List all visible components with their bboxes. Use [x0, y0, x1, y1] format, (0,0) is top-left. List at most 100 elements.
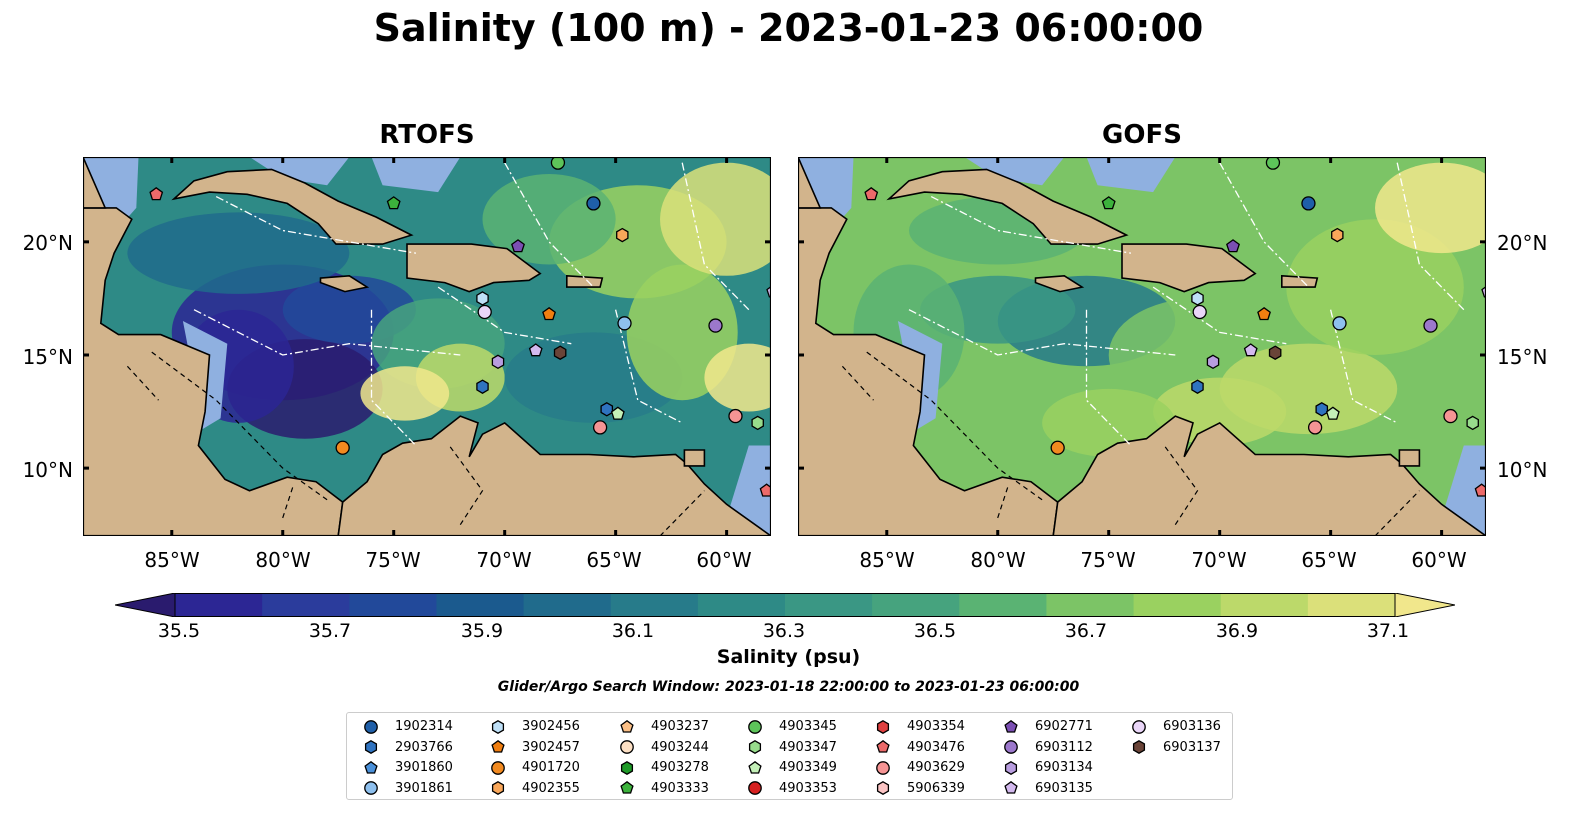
- lon-label-80w: 80°W: [255, 548, 311, 572]
- border-line: [659, 490, 705, 536]
- legend-marker-4903244: [620, 740, 634, 754]
- legend-item-6903137: 6903137: [1129, 738, 1221, 757]
- legend-marker-icon: [876, 739, 890, 753]
- legend-label: 4903237: [651, 719, 709, 734]
- lon-label-75w-gofs: 75°W: [1080, 548, 1136, 572]
- colorbar-segment: [175, 593, 263, 617]
- legend-marker-icon: [364, 781, 378, 795]
- land-jamaica: [319, 274, 370, 293]
- legend-marker-3901861: [364, 781, 378, 795]
- colorbar-label: Salinity (psu): [716, 646, 861, 668]
- float-6903134: [1206, 354, 1220, 370]
- legend-marker-icon: [364, 740, 378, 754]
- legend-label: 2903766: [395, 739, 453, 755]
- float-4903476: [864, 186, 879, 201]
- land-southAm: [337, 415, 771, 536]
- lon-label-80w-gofs: 80°W: [970, 548, 1026, 572]
- float-3901861: [617, 316, 632, 331]
- legend-marker-icon: [364, 760, 378, 774]
- salinity-patch: [704, 343, 771, 412]
- legend-label: 6903135: [1035, 780, 1093, 796]
- legend-label: 4903349: [779, 760, 837, 775]
- legend-item-6903134: 6903134: [1001, 758, 1093, 777]
- lon-label-70w-gofs: 70°W: [1191, 548, 1247, 572]
- border-line: [841, 365, 874, 401]
- float-4903333: [1101, 196, 1116, 210]
- legend-marker-2903766: [364, 740, 378, 754]
- main-title: Salinity (100 m) - 2023-01-23 06:00:00: [373, 6, 1204, 50]
- shelf-water: [371, 157, 461, 193]
- legend-marker-5906339: [876, 781, 890, 795]
- legend-item-4903345: 4903345: [745, 717, 837, 736]
- shelf-water: [249, 157, 350, 186]
- legend-marker-4903349: [748, 760, 762, 774]
- colorbar-segment: [436, 593, 525, 617]
- lon-label-75w: 75°W: [365, 548, 421, 572]
- legend-item-4903629: 4903629: [873, 758, 965, 777]
- legend-label: 4903345: [779, 719, 837, 734]
- float-4903349: [610, 406, 625, 420]
- legend-item-4903353: 4903353: [745, 779, 837, 798]
- border-line: [1374, 490, 1420, 536]
- shelf-water: [964, 157, 1065, 186]
- gofs-panel-title: GOFS: [1102, 120, 1182, 150]
- land-cuba: [171, 168, 414, 245]
- legend-marker-3902457: [491, 739, 505, 753]
- float-4902355: [1331, 227, 1344, 243]
- legend-item-4903349: 4903349: [745, 758, 837, 777]
- colorbar-tick-37-1: 37.1: [1366, 620, 1410, 642]
- legend-item-4903244: 4903244: [617, 738, 709, 757]
- float-4903345: [550, 157, 566, 170]
- legend-marker-icon: [491, 719, 505, 734]
- colorbar-segment: [349, 593, 437, 617]
- legend-label: 4903354: [907, 719, 965, 734]
- legend-marker-icon: [1004, 780, 1018, 794]
- rtofs-panel-title: RTOFS: [379, 120, 475, 150]
- legend-marker-4903476: [876, 739, 890, 753]
- legend-marker-6903135: [1004, 780, 1018, 794]
- legend-marker-icon: [1004, 740, 1018, 754]
- legend-label: 4903476: [907, 739, 965, 755]
- land-hispaniola: [1121, 243, 1257, 293]
- legend-marker-icon: [491, 760, 505, 775]
- land-yucatanTop: [798, 157, 822, 209]
- map-frame: [798, 157, 1486, 536]
- legend-label: 6903112: [1035, 739, 1093, 755]
- colorbar-extend-min: [115, 593, 176, 617]
- legend-marker-icon: [876, 760, 890, 775]
- colorbar-segment: [523, 593, 612, 617]
- legend-item-6903135: 6903135: [1001, 779, 1093, 798]
- legend-marker-icon: [1132, 740, 1146, 754]
- float-4903333: [386, 196, 401, 210]
- shelf-water: [1086, 157, 1176, 193]
- legend-item-1902314: 1902314: [361, 717, 453, 736]
- legend-label: 4901720: [522, 760, 580, 775]
- legend-marker-icon: [364, 719, 378, 734]
- lon-label-85w-gofs: 85°W: [859, 548, 915, 572]
- eez-boundary: [1396, 162, 1465, 311]
- legend-item-3901861: 3901861: [361, 779, 453, 798]
- land-puertorico: [565, 274, 604, 288]
- legend-item-5906339: 5906339: [873, 779, 965, 798]
- float-6903135: [528, 343, 543, 357]
- legend-label: 4902355: [522, 780, 580, 796]
- float-6903136: [477, 304, 492, 320]
- float-6902771: [511, 239, 525, 253]
- colorbar-segment: [1133, 593, 1222, 617]
- legend-item-4902355: 4902355: [488, 779, 580, 798]
- float-3902457: [542, 307, 556, 321]
- rtofs-salinity-map: [83, 157, 771, 536]
- float-4902355: [616, 227, 629, 243]
- float-4903629: [728, 408, 743, 424]
- eez-boundary: [504, 162, 594, 288]
- float-1902314: [586, 196, 601, 211]
- land-puertorico: [1280, 274, 1319, 288]
- legend-marker-icon: [491, 739, 505, 753]
- legend-label: 4903244: [651, 739, 709, 755]
- legend-marker-4903347: [748, 740, 762, 754]
- legend-marker-icon: [748, 760, 762, 774]
- lon-label-65w-gofs: 65°W: [1301, 548, 1357, 572]
- legend-marker-4903353: [748, 781, 762, 795]
- eez-boundary: [1085, 309, 1132, 446]
- float-6903112: [708, 318, 723, 333]
